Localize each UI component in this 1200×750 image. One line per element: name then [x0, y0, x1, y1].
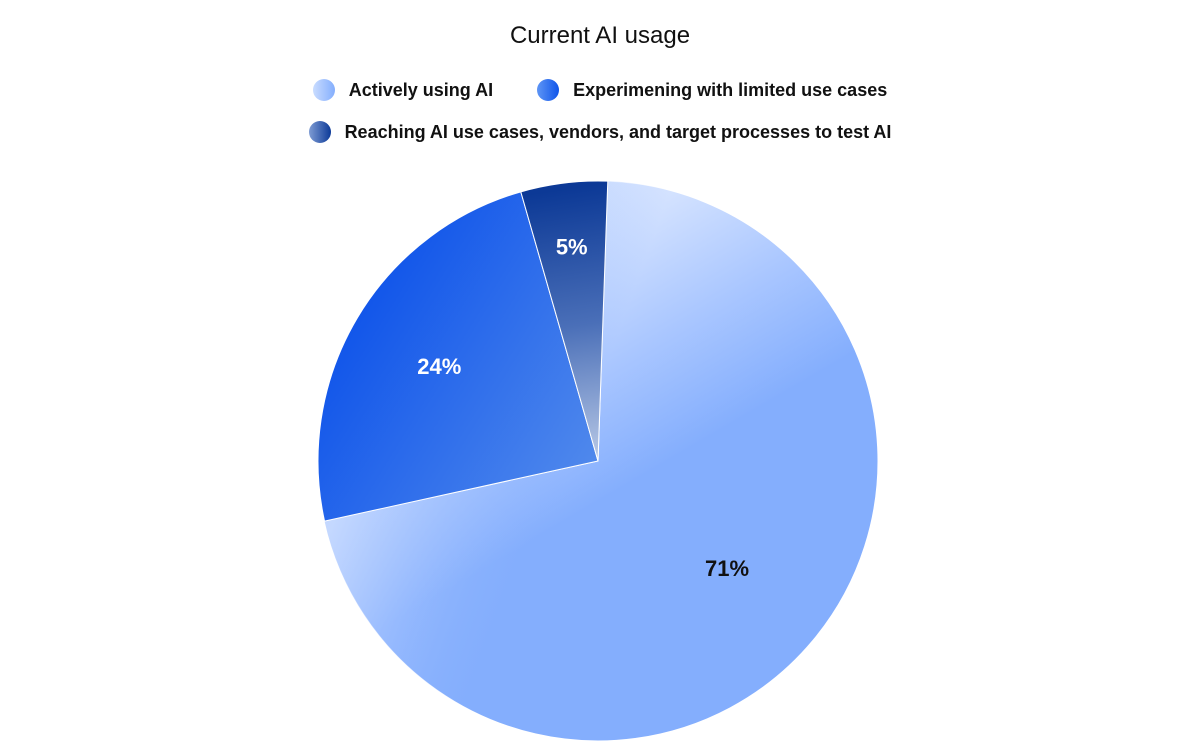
chart-title: Current AI usage [509, 22, 691, 49]
slice-label-actively-using: 71% [705, 556, 749, 581]
legend-row-2: Reaching AI use cases, vendors, and targ… [0, 121, 1200, 143]
slice-actively-using-highlight [324, 181, 879, 742]
slice-label-researching: 5% [556, 235, 588, 260]
slice-experimenting [317, 191, 599, 522]
legend-label-researching: Reaching AI use cases, vendors, and targ… [344, 121, 892, 142]
legend-label-actively-using: Actively using AI [348, 79, 494, 100]
slice-researching [520, 180, 609, 462]
legend-item-actively-using: Actively using AI [312, 79, 494, 101]
legend-label-experimenting: Experimening with limited use cases [573, 79, 888, 100]
legend-item-experimenting: Experimening with limited use cases [537, 79, 887, 101]
slice-label-experimenting: 24% [417, 354, 461, 379]
legend-swatch-actively-using [312, 79, 335, 101]
legend-row-1: Actively using AI Experimening with limi… [0, 79, 1200, 101]
legend-item-researching: Reaching AI use cases, vendors, and targ… [308, 121, 892, 143]
legend-swatch-researching [308, 121, 331, 143]
legend-swatch-experimenting [537, 79, 560, 101]
